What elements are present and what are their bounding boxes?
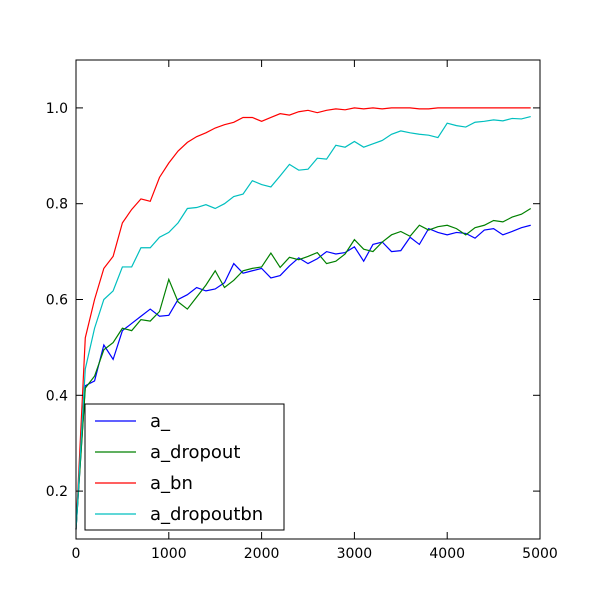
legend-label-a-bn: a_bn <box>150 473 193 494</box>
y-tick-label: 0.8 <box>46 197 68 213</box>
plot-frame <box>75 59 541 540</box>
x-tick-label: 3000 <box>337 546 373 562</box>
y-tick-label: 0.6 <box>46 293 68 309</box>
x-tick-label: 0 <box>72 546 81 562</box>
series-line-a-dropout <box>75 207 532 530</box>
x-tick-label: 4000 <box>429 546 465 562</box>
x-tick-label: 1000 <box>151 546 187 562</box>
series-line-a-dropoutbn <box>75 115 531 530</box>
y-tick-label: 1.0 <box>46 101 68 117</box>
legend-box <box>84 403 285 531</box>
y-tick-label: 0.2 <box>46 484 68 500</box>
legend-label-a-dropout: a_dropout <box>150 442 240 463</box>
legend-label-a-dropoutbn: a_dropoutbn <box>150 504 263 525</box>
series-line-a-bn <box>75 107 531 530</box>
series-line-a- <box>75 224 531 530</box>
ticks-layer: 0 1000 2000 3000 4000 5000 0.2 0.4 0.6 0.8 1.0 <box>46 60 558 562</box>
legend: a_ a_dropout a_bn a_dropoutbn <box>84 403 285 531</box>
y-tick-label: 0.4 <box>46 388 68 404</box>
legend-label-a-: a_ <box>150 411 171 432</box>
x-tick-label: 2000 <box>244 546 280 562</box>
series-layer <box>75 107 532 530</box>
x-tick-label: 5000 <box>522 546 558 562</box>
